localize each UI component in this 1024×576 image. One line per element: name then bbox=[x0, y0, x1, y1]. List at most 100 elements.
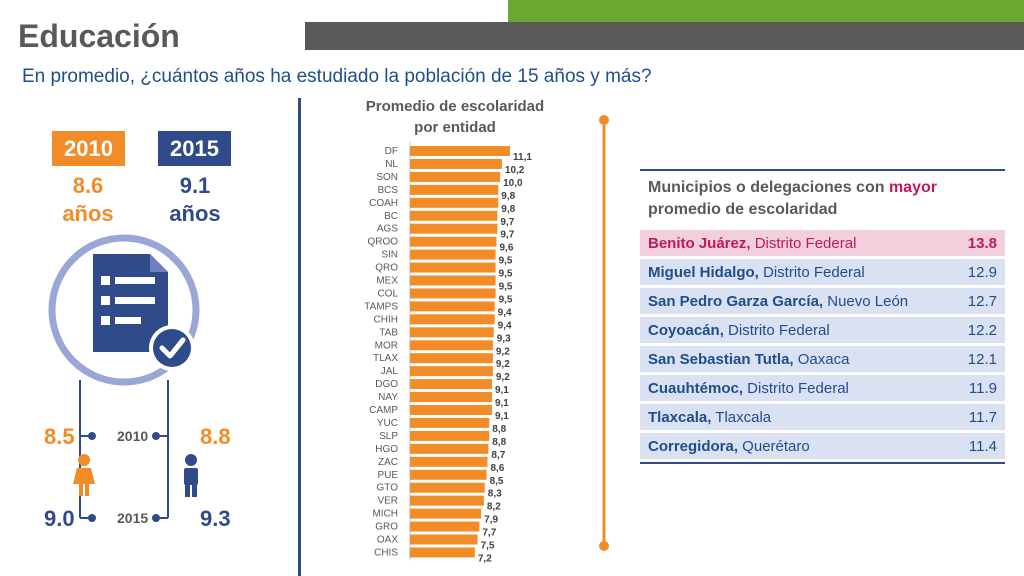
municipality: San Pedro Garza García, bbox=[648, 292, 824, 310]
average-2015-unit: años bbox=[169, 201, 221, 226]
municipalities-table: Municipios o delegaciones con mayor prom… bbox=[640, 169, 1005, 464]
value-label: 7,2 bbox=[478, 553, 492, 564]
state-name: Distrito Federal bbox=[743, 379, 849, 397]
value-label: 10,2 bbox=[505, 165, 525, 176]
municipality-name: Corregidora, Querétaro bbox=[648, 438, 810, 455]
header-accent-bar bbox=[508, 0, 1024, 22]
category-label: BCS bbox=[377, 185, 398, 196]
value-label: 7,9 bbox=[484, 515, 498, 526]
value-label: 9,8 bbox=[501, 191, 515, 202]
value-label: 8,5 bbox=[490, 476, 504, 487]
municipality-name: Tlaxcala, Tlaxcala bbox=[648, 409, 771, 426]
woman-icon bbox=[73, 454, 95, 496]
value-label: 7,5 bbox=[481, 541, 495, 552]
category-label: QROO bbox=[367, 237, 398, 248]
table-heading: Municipios o delegaciones con mayor prom… bbox=[640, 169, 1005, 227]
category-label: CHIH bbox=[374, 314, 398, 325]
value-label: 9,7 bbox=[500, 230, 514, 241]
municipality: Coyoacán, bbox=[648, 321, 724, 339]
value-label: 8,6 bbox=[490, 463, 504, 474]
category-label: COAH bbox=[369, 198, 398, 209]
bar bbox=[410, 275, 496, 286]
bar bbox=[410, 197, 499, 208]
municipality: Tlaxcala, bbox=[648, 408, 712, 426]
chart-title-line-1: Promedio de escolaridad bbox=[365, 98, 545, 115]
women-2015-value: 9.0 bbox=[44, 506, 75, 531]
municipality: Corregidora, bbox=[648, 437, 739, 455]
table-row: Corregidora, Querétaro 11.4 bbox=[640, 433, 1005, 459]
category-label: QRO bbox=[375, 263, 398, 274]
category-label: SLP bbox=[379, 431, 398, 442]
table-row: Coyoacán, Distrito Federal 12.2 bbox=[640, 317, 1005, 343]
value-label: 9,5 bbox=[499, 256, 513, 267]
year-badge-2010: 2010 bbox=[52, 131, 125, 166]
table-row: Benito Juárez, Distrito Federal 13.8 bbox=[640, 230, 1005, 256]
page-title: Educación bbox=[18, 18, 180, 54]
municipality-name: San Sebastian Tutla, Oaxaca bbox=[648, 351, 849, 368]
category-label: TAMPS bbox=[364, 301, 398, 312]
value-label: 9,5 bbox=[499, 269, 513, 280]
category-label: SON bbox=[376, 172, 398, 183]
average-2010-value: 8.6 bbox=[72, 173, 104, 198]
chart-title: Promedio de escolaridad por entidad bbox=[330, 96, 580, 138]
municipality-name: Cuauhtémoc, Distrito Federal bbox=[648, 380, 849, 397]
category-label: CHIS bbox=[374, 547, 398, 558]
education-infographic bbox=[48, 234, 200, 522]
schooling-value: 12.2 bbox=[967, 321, 997, 339]
value-label: 9,1 bbox=[495, 398, 509, 409]
bar bbox=[410, 353, 493, 364]
value-label: 7,7 bbox=[482, 528, 496, 539]
bar bbox=[410, 495, 484, 506]
table-row: San Pedro Garza García, Nuevo León 12.7 bbox=[640, 288, 1005, 314]
category-label: TAB bbox=[379, 327, 398, 338]
bar bbox=[410, 236, 497, 247]
value-label: 9,3 bbox=[497, 333, 511, 344]
table-row: Cuauhtémoc, Distrito Federal 11.9 bbox=[640, 375, 1005, 401]
value-label: 8,7 bbox=[491, 450, 505, 461]
category-label: OAX bbox=[377, 535, 398, 546]
bar bbox=[410, 210, 498, 221]
schooling-value: 12.7 bbox=[967, 292, 997, 310]
gender-year-2015: 2015 bbox=[117, 510, 149, 526]
schooling-value: 12.9 bbox=[967, 263, 997, 281]
man-icon bbox=[184, 454, 198, 497]
state-name: Oaxaca bbox=[793, 350, 850, 368]
municipality-name: Miguel Hidalgo, Distrito Federal bbox=[648, 264, 865, 281]
bar bbox=[410, 534, 478, 545]
value-label: 8,8 bbox=[492, 437, 506, 448]
municipality-name: Coyoacán, Distrito Federal bbox=[648, 322, 830, 339]
bar bbox=[410, 508, 482, 519]
bar bbox=[410, 249, 496, 260]
table-row: Miguel Hidalgo, Distrito Federal 12.9 bbox=[640, 259, 1005, 285]
category-label: PUE bbox=[377, 470, 398, 481]
value-label: 8,3 bbox=[488, 489, 502, 500]
bar bbox=[410, 456, 488, 467]
bar bbox=[410, 158, 502, 169]
value-label: 9,4 bbox=[498, 307, 512, 318]
category-label: TLAX bbox=[373, 353, 398, 364]
value-label: 9,1 bbox=[495, 411, 509, 422]
decorative-timeline bbox=[599, 115, 609, 551]
bar bbox=[410, 547, 475, 558]
category-label: DGO bbox=[375, 379, 398, 390]
value-label: 8,8 bbox=[492, 424, 506, 435]
schooling-value: 13.8 bbox=[967, 234, 997, 252]
value-label: 10,0 bbox=[503, 178, 523, 189]
municipality: San Sebastian Tutla, bbox=[648, 350, 794, 368]
value-label: 9,8 bbox=[501, 204, 515, 215]
value-label: 9,7 bbox=[500, 217, 514, 228]
value-label: 9,4 bbox=[498, 320, 512, 331]
municipality: Miguel Hidalgo, bbox=[648, 263, 759, 281]
bar bbox=[410, 521, 480, 532]
category-label: SIN bbox=[381, 250, 398, 261]
value-label: 9,2 bbox=[496, 372, 510, 383]
bar bbox=[410, 469, 487, 480]
category-label: COL bbox=[377, 288, 398, 299]
year-badge-2015: 2015 bbox=[158, 131, 231, 166]
value-label: 9,2 bbox=[496, 346, 510, 357]
men-2015-value: 9.3 bbox=[200, 506, 231, 531]
municipality: Cuauhtémoc, bbox=[648, 379, 744, 397]
municipality-name: San Pedro Garza García, Nuevo León bbox=[648, 293, 908, 310]
municipality-name: Benito Juárez, Distrito Federal bbox=[648, 235, 856, 252]
bar bbox=[410, 184, 499, 195]
